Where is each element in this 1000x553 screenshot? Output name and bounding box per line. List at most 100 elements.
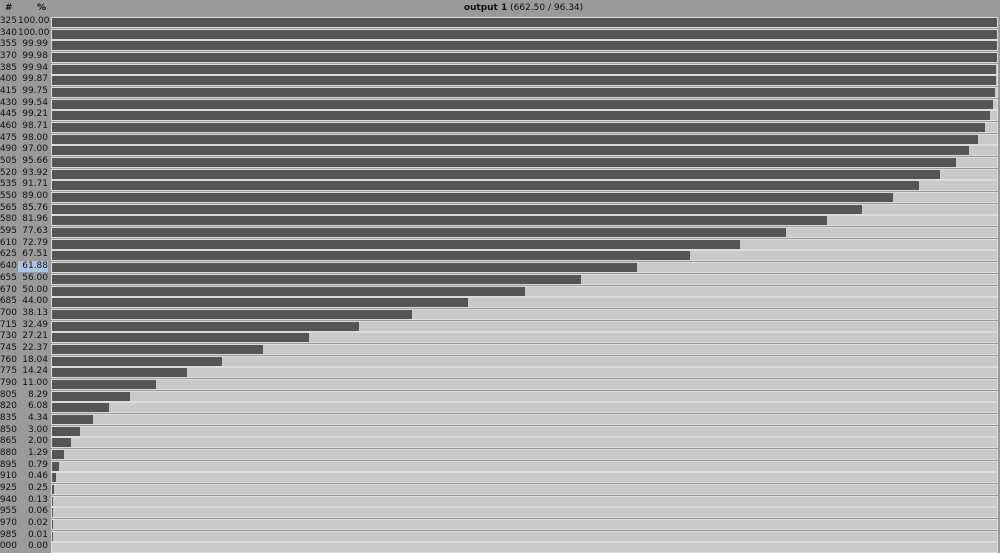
table-row[interactable]: 355 99.99 [0, 39, 1000, 52]
row-percent[interactable]: 22.37 [22, 342, 48, 353]
row-percent[interactable]: 98.00 [22, 132, 48, 143]
row-percent[interactable]: 0.46 [27, 471, 48, 482]
table-row[interactable]: 370 99.98 [0, 51, 1000, 64]
table-row[interactable]: 835 4.34 [0, 413, 1000, 425]
bar-slider[interactable] [51, 122, 998, 134]
row-percent[interactable]: 95.66 [22, 156, 48, 167]
table-row[interactable]: 730 27.21 [0, 331, 1000, 344]
table-row[interactable]: 925 0.25 [0, 483, 1000, 495]
row-percent[interactable]: 3.00 [27, 424, 48, 435]
table-row[interactable]: 670 50.00 [0, 285, 1000, 297]
table-row[interactable]: 445 99.21 [0, 109, 1000, 122]
row-percent[interactable]: 2.00 [27, 436, 48, 447]
table-row[interactable]: 985 0.01 [0, 530, 1000, 542]
table-row[interactable]: 580 81.96 [0, 214, 1000, 227]
row-percent[interactable]: 1.29 [27, 447, 48, 458]
table-row[interactable]: 400 99.87 [0, 74, 1000, 87]
table-row[interactable]: 550 89.00 [0, 191, 1000, 204]
table-row[interactable]: 910 0.46 [0, 471, 1000, 484]
bar-slider[interactable] [51, 355, 998, 367]
bar-slider[interactable] [51, 308, 998, 320]
row-percent[interactable]: 98.71 [22, 121, 48, 132]
row-percent[interactable]: 100.00 [18, 27, 50, 38]
row-percent[interactable]: 27.21 [22, 331, 48, 342]
row-percent[interactable]: 99.21 [22, 109, 48, 120]
table-row[interactable]: 895 0.79 [0, 460, 1000, 472]
table-row[interactable]: 640 61.88 [0, 261, 1000, 274]
bar-slider[interactable] [51, 367, 998, 379]
table-row[interactable]: 340 100.00 [0, 28, 1000, 40]
bar-slider[interactable] [51, 215, 998, 227]
table-row[interactable]: 1,000 0.00 [0, 541, 1000, 553]
row-percent[interactable]: 18.04 [22, 354, 48, 365]
row-percent[interactable]: 67.51 [22, 249, 48, 260]
bar-slider[interactable] [51, 518, 998, 530]
table-row[interactable]: 535 91.71 [0, 179, 1000, 192]
table-row[interactable]: 700 38.13 [0, 308, 1000, 320]
row-percent[interactable]: 0.25 [27, 482, 48, 493]
table-row[interactable]: 520 93.92 [0, 168, 1000, 180]
bar-slider[interactable] [51, 28, 998, 40]
bar-slider[interactable] [51, 378, 998, 390]
table-row[interactable]: 970 0.02 [0, 518, 1000, 530]
bar-slider[interactable] [51, 542, 998, 553]
row-percent[interactable]: 81.96 [22, 214, 48, 225]
bar-slider[interactable] [51, 110, 998, 122]
table-row[interactable]: 940 0.13 [0, 495, 1000, 507]
bar-slider[interactable] [51, 133, 998, 145]
row-percent[interactable]: 99.94 [22, 62, 48, 73]
row-percent[interactable]: 0.01 [27, 529, 48, 540]
table-row[interactable]: 415 99.75 [0, 86, 1000, 99]
table-row[interactable]: 595 77.63 [0, 226, 1000, 239]
table-row[interactable]: 805 8.29 [0, 390, 1000, 402]
table-row[interactable]: 490 97.00 [0, 144, 1000, 157]
bar-slider[interactable] [51, 192, 998, 204]
row-percent[interactable]: 99.99 [22, 39, 48, 50]
table-row[interactable]: 850 3.00 [0, 425, 1000, 437]
table-row[interactable]: 715 32.49 [0, 320, 1000, 332]
bar-slider[interactable] [51, 437, 998, 449]
table-row[interactable]: 865 2.00 [0, 436, 1000, 449]
row-percent[interactable]: 0.06 [27, 506, 48, 517]
row-percent[interactable]: 56.00 [22, 272, 48, 283]
bar-slider[interactable] [51, 98, 998, 110]
row-percent[interactable]: 50.00 [22, 284, 48, 295]
bar-slider[interactable] [51, 17, 998, 28]
row-percent[interactable]: 0.00 [27, 541, 48, 552]
row-percent[interactable]: 4.34 [27, 412, 48, 423]
row-percent[interactable]: 72.79 [22, 237, 48, 248]
row-percent[interactable]: 77.63 [22, 226, 48, 237]
table-row[interactable]: 610 72.79 [0, 238, 1000, 250]
bar-slider[interactable] [51, 320, 998, 332]
bar-slider[interactable] [51, 425, 998, 437]
bar-slider[interactable] [51, 75, 998, 87]
row-percent[interactable]: 85.76 [22, 202, 48, 213]
row-percent[interactable]: 8.29 [27, 389, 48, 400]
bar-slider[interactable] [51, 285, 998, 297]
row-percent[interactable]: 99.54 [22, 97, 48, 108]
bar-slider[interactable] [51, 460, 998, 472]
bar-slider[interactable] [51, 343, 998, 355]
row-percent[interactable]: 14.24 [22, 366, 48, 377]
row-percent[interactable]: 32.49 [22, 319, 48, 330]
table-row[interactable]: 430 99.54 [0, 98, 1000, 110]
row-percent[interactable]: 0.79 [27, 459, 48, 470]
table-row[interactable]: 325 100.00 [0, 16, 1000, 28]
row-percent[interactable]: 97.00 [22, 144, 48, 155]
table-row[interactable]: 655 56.00 [0, 273, 1000, 285]
bar-slider[interactable] [51, 297, 998, 309]
bar-slider[interactable] [51, 413, 998, 425]
bar-slider[interactable] [51, 495, 998, 507]
table-row[interactable]: 625 67.51 [0, 249, 1000, 262]
row-percent[interactable]: 0.13 [27, 494, 48, 505]
bar-slider[interactable] [51, 483, 998, 495]
row-percent[interactable]: 44.00 [22, 296, 48, 307]
row-percent[interactable]: 6.08 [27, 401, 48, 412]
bar-slider[interactable] [51, 250, 998, 262]
row-percent[interactable]: 93.92 [22, 167, 48, 178]
bar-slider[interactable] [51, 203, 998, 215]
bar-slider[interactable] [51, 40, 998, 52]
bar-slider[interactable] [51, 63, 998, 75]
table-row[interactable]: 565 85.76 [0, 203, 1000, 215]
row-percent[interactable]: 11.00 [22, 377, 48, 388]
